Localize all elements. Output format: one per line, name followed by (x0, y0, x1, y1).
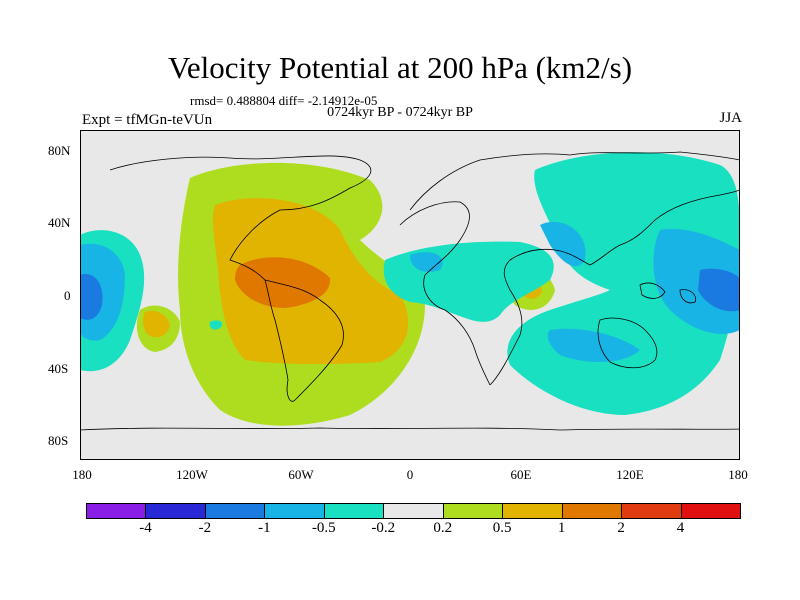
map-frame (80, 130, 740, 460)
colorbar-label: 1 (557, 520, 566, 536)
x-label-180e: 180 (728, 467, 748, 482)
colorbar-label: 0.2 (433, 520, 453, 536)
colorbar-swatch (621, 503, 682, 519)
colorbar-label: -0.2 (371, 520, 396, 536)
season-label: JJA (719, 110, 742, 126)
y-label-80n: 80N (48, 143, 71, 158)
colorbar-swatch (502, 503, 563, 519)
colorbar-label: -1 (258, 520, 271, 536)
x-label-60e: 60E (510, 467, 532, 482)
colorbar-label: -4 (139, 520, 152, 536)
period-label: 0724kyr BP - 0724kyr BP (327, 105, 473, 120)
y-label-80s: 80S (48, 433, 69, 448)
map-title: Velocity Potential at 200 hPa (km2/s) (167, 50, 633, 85)
colorbar-label: 4 (676, 520, 685, 536)
rmsd-diff-stats: rmsd= 0.488804 diff= -2.14912e-05 (190, 93, 378, 108)
coastlines (80, 151, 740, 431)
experiment-label: Expt = tfMGn-teVUn (82, 112, 213, 128)
colorbar-label: 0.5 (492, 520, 512, 536)
colorbar-swatch (383, 503, 444, 519)
velocity-potential-map (80, 130, 740, 460)
colorbar-label: -2 (198, 520, 212, 536)
colorbar-swatch (145, 503, 206, 519)
colorbar-label: 2 (617, 520, 625, 536)
colorbar-swatch (561, 503, 623, 519)
colorbar-label: -0.5 (311, 520, 336, 536)
colorbar-swatch (264, 503, 325, 519)
x-label-180w: 180 (72, 467, 92, 482)
contour-positive-1 (235, 257, 331, 308)
x-label-60w: 60W (288, 467, 314, 482)
colorbar-swatch (680, 503, 741, 519)
colorbar-swatch (323, 503, 385, 519)
y-label-40n: 40N (48, 215, 71, 230)
colorbar-swatch (442, 503, 504, 519)
contour-negative-1 (80, 268, 740, 320)
y-label-0: 0 (64, 288, 71, 303)
colorbar-swatch (204, 503, 266, 519)
y-label-40s: 40S (48, 361, 69, 376)
x-label-120w: 120W (176, 467, 208, 482)
colorbar-swatch (86, 503, 147, 519)
x-label-0: 0 (406, 467, 414, 482)
contour-field (80, 151, 740, 431)
x-label-120e: 120E (616, 467, 644, 482)
